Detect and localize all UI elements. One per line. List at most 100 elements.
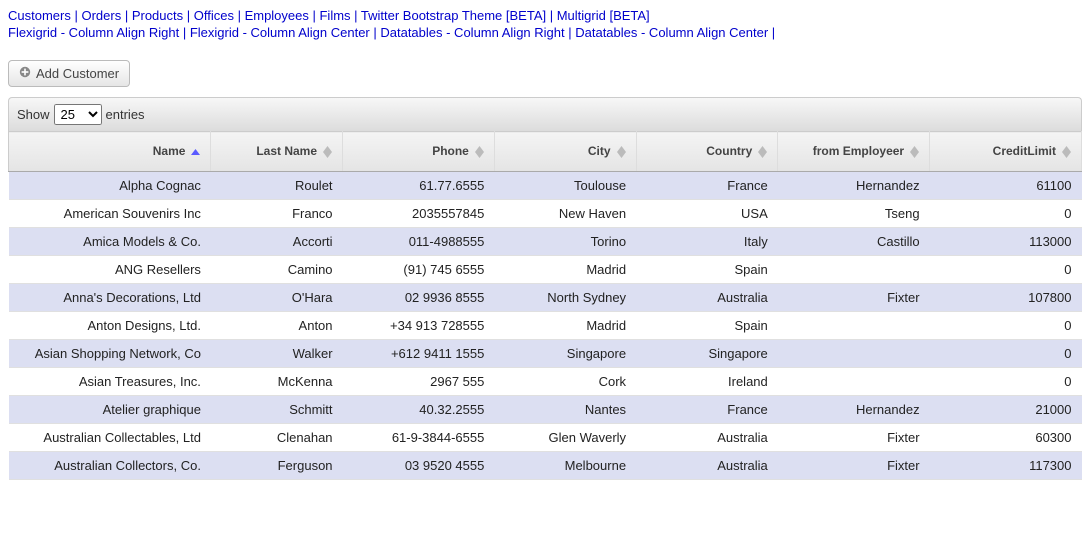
table-cell: Spain xyxy=(636,312,778,340)
table-cell: Melbourne xyxy=(494,452,636,480)
column-header[interactable]: Country xyxy=(636,132,778,172)
nav-separator: | xyxy=(546,8,557,23)
column-header[interactable]: City xyxy=(494,132,636,172)
column-header-label: Name xyxy=(153,145,186,158)
table-row[interactable]: Australian Collectables, LtdClenahan61-9… xyxy=(9,424,1082,452)
table-row[interactable]: Atelier graphiqueSchmitt40.32.2555Nantes… xyxy=(9,396,1082,424)
table-cell: 2035557845 xyxy=(343,200,495,228)
table-cell: France xyxy=(636,172,778,200)
table-cell: Anna's Decorations, Ltd xyxy=(9,284,211,312)
table-cell: Madrid xyxy=(494,256,636,284)
nav-link[interactable]: Datatables - Column Align Center xyxy=(575,25,768,40)
table-cell: Roulet xyxy=(211,172,343,200)
table-cell: France xyxy=(636,396,778,424)
table-cell: Alpha Cognac xyxy=(9,172,211,200)
table-cell: Ireland xyxy=(636,368,778,396)
table-row[interactable]: Amica Models & Co.Accorti011-4988555Tori… xyxy=(9,228,1082,256)
sort-both-icon xyxy=(323,146,332,158)
add-customer-button[interactable]: Add Customer xyxy=(8,60,130,87)
sort-asc-icon xyxy=(191,149,200,155)
nav-separator: | xyxy=(768,25,775,40)
table-cell: Tseng xyxy=(778,200,930,228)
nav-link[interactable]: Offices xyxy=(194,8,234,23)
nav-link[interactable]: Orders xyxy=(81,8,121,23)
table-row[interactable]: Australian Collectors, Co.Ferguson03 952… xyxy=(9,452,1082,480)
table-cell: Anton xyxy=(211,312,343,340)
table-cell: Fixter xyxy=(778,424,930,452)
nav-link[interactable]: Flexigrid - Column Align Right xyxy=(8,25,179,40)
table-cell: Hernandez xyxy=(778,172,930,200)
nav-link[interactable]: Employees xyxy=(245,8,309,23)
nav-separator: | xyxy=(565,25,576,40)
table-cell: Spain xyxy=(636,256,778,284)
table-cell: 107800 xyxy=(930,284,1082,312)
table-cell: Asian Treasures, Inc. xyxy=(9,368,211,396)
length-select[interactable]: 102550100 xyxy=(54,104,102,125)
table-cell: Cork xyxy=(494,368,636,396)
sort-both-icon xyxy=(1062,146,1071,158)
nav-link[interactable]: Films xyxy=(319,8,350,23)
nav-separator: | xyxy=(121,8,132,23)
table-cell: Torino xyxy=(494,228,636,256)
table-cell: 0 xyxy=(930,200,1082,228)
nav-link[interactable]: Twitter Bootstrap Theme [BETA] xyxy=(361,8,546,23)
column-header[interactable]: Last Name xyxy=(211,132,343,172)
table-cell: Ferguson xyxy=(211,452,343,480)
nav-link[interactable]: Flexigrid - Column Align Center xyxy=(190,25,370,40)
column-header-label: Country xyxy=(706,145,752,158)
table-cell: (91) 745 6555 xyxy=(343,256,495,284)
table-row[interactable]: Anton Designs, Ltd.Anton+34 913 728555Ma… xyxy=(9,312,1082,340)
nav-row-1: Customers | Orders | Products | Offices … xyxy=(8,8,1082,23)
table-cell xyxy=(778,340,930,368)
table-cell: 03 9520 4555 xyxy=(343,452,495,480)
table-cell: 117300 xyxy=(930,452,1082,480)
table-cell: Australian Collectables, Ltd xyxy=(9,424,211,452)
column-header-label: Last Name xyxy=(256,145,317,158)
table-row[interactable]: ANG ResellersCamino(91) 745 6555MadridSp… xyxy=(9,256,1082,284)
table-cell: Asian Shopping Network, Co xyxy=(9,340,211,368)
length-prefix: Show xyxy=(17,107,50,122)
nav-link[interactable]: Multigrid [BETA] xyxy=(557,8,650,23)
nav-link[interactable]: Products xyxy=(132,8,183,23)
column-header[interactable]: Name xyxy=(9,132,211,172)
table-cell: Camino xyxy=(211,256,343,284)
table-cell: Australia xyxy=(636,284,778,312)
column-header-label: from Employeer xyxy=(813,145,904,158)
nav-link[interactable]: Datatables - Column Align Right xyxy=(380,25,564,40)
table-row[interactable]: Asian Shopping Network, CoWalker+612 941… xyxy=(9,340,1082,368)
table-cell: Australian Collectors, Co. xyxy=(9,452,211,480)
nav-link[interactable]: Customers xyxy=(8,8,71,23)
sort-both-icon xyxy=(910,146,919,158)
table-row[interactable]: Alpha CognacRoulet61.77.6555ToulouseFran… xyxy=(9,172,1082,200)
table-cell: 61100 xyxy=(930,172,1082,200)
table-cell: Australia xyxy=(636,424,778,452)
table-cell xyxy=(778,312,930,340)
nav-row-2: Flexigrid - Column Align Right | Flexigr… xyxy=(8,25,1082,40)
nav-separator: | xyxy=(183,8,194,23)
table-cell: Atelier graphique xyxy=(9,396,211,424)
table-cell: Nantes xyxy=(494,396,636,424)
table-row[interactable]: Anna's Decorations, LtdO'Hara02 9936 855… xyxy=(9,284,1082,312)
table-cell: 61.77.6555 xyxy=(343,172,495,200)
table-cell: USA xyxy=(636,200,778,228)
column-header[interactable]: from Employeer xyxy=(778,132,930,172)
sort-both-icon xyxy=(475,146,484,158)
table-cell: Toulouse xyxy=(494,172,636,200)
table-cell: 40.32.2555 xyxy=(343,396,495,424)
table-row[interactable]: Asian Treasures, Inc.McKenna2967 555Cork… xyxy=(9,368,1082,396)
table-cell xyxy=(778,368,930,396)
table-cell: Australia xyxy=(636,452,778,480)
plus-circle-icon xyxy=(19,66,31,81)
table-length-bar: Show 102550100 entries xyxy=(8,97,1082,131)
table-cell: Singapore xyxy=(494,340,636,368)
toolbar: Add Customer xyxy=(8,60,1082,87)
table-cell: 02 9936 8555 xyxy=(343,284,495,312)
column-header[interactable]: Phone xyxy=(343,132,495,172)
table-cell: O'Hara xyxy=(211,284,343,312)
table-cell: +34 913 728555 xyxy=(343,312,495,340)
column-header[interactable]: CreditLimit xyxy=(930,132,1082,172)
table-row[interactable]: American Souvenirs IncFranco2035557845Ne… xyxy=(9,200,1082,228)
table-cell: Clenahan xyxy=(211,424,343,452)
table-cell: New Haven xyxy=(494,200,636,228)
table-cell: Walker xyxy=(211,340,343,368)
